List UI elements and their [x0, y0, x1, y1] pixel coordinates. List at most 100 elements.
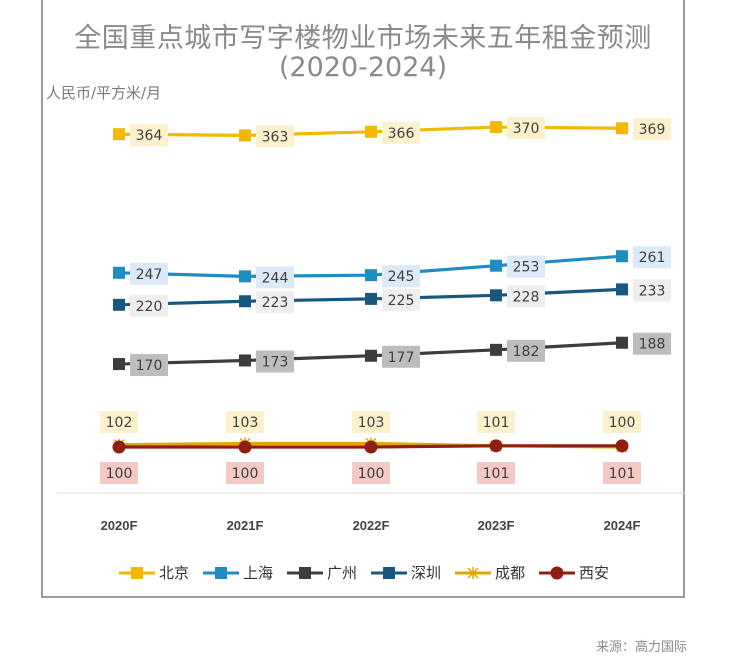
legend-marker [214, 566, 227, 579]
data-label-bg [382, 288, 420, 311]
data-point [239, 129, 251, 142]
data-label-bg [633, 332, 671, 355]
legend-item: 广州 [285, 562, 357, 583]
legend-swatch [371, 566, 407, 579]
data-point [490, 121, 502, 134]
data-point [113, 128, 125, 141]
chart-subtitle: (2020-2024) [278, 52, 448, 83]
legend-label: 广州 [326, 564, 357, 582]
legend-label: 北京 [158, 564, 189, 582]
data-label: 100 [232, 466, 259, 482]
data-point [364, 440, 378, 454]
legend-swatch [539, 566, 576, 579]
series-北京: 364 363 366 370 369 [113, 117, 671, 148]
legend-marker [467, 566, 479, 579]
data-label-bg [382, 265, 420, 288]
data-point [616, 122, 628, 135]
series-上海: 247 244 245 253 261 [113, 246, 671, 289]
data-label-bg [256, 125, 294, 148]
data-label: 228 [513, 289, 540, 305]
legend-marker [383, 566, 395, 579]
series-深圳: 220 223 225 228 233 [113, 279, 671, 317]
legend-swatch [118, 566, 155, 579]
data-label-bg [603, 462, 641, 484]
data-label: 244 [262, 270, 289, 286]
legend-label: 西安 [579, 564, 610, 582]
data-label-bg [256, 350, 294, 373]
data-label: 363 [262, 129, 289, 145]
data-point [365, 292, 377, 305]
legend-swatch [202, 566, 239, 579]
data-label: 188 [639, 337, 666, 353]
data-label-bg [100, 411, 138, 433]
data-label: 100 [609, 415, 636, 431]
data-label: 101 [483, 415, 510, 431]
data-point [490, 289, 502, 302]
legend-marker [130, 566, 143, 579]
data-label-bg [130, 354, 168, 377]
legend-swatch [286, 566, 323, 579]
x-tick-label: 2022F [353, 518, 390, 533]
data-point [490, 343, 502, 356]
legend-marker [550, 566, 564, 579]
data-label: 170 [136, 358, 163, 374]
data-label: 247 [136, 267, 163, 283]
data-label-bg [130, 262, 168, 285]
data-label-bg [507, 255, 545, 278]
series-西安: 100 100 100 101 101 [100, 439, 641, 484]
data-label-bg [633, 279, 671, 302]
data-point [365, 269, 377, 282]
data-label: 261 [639, 250, 666, 266]
data-label: 103 [232, 415, 259, 431]
legend-item: 西安 [537, 562, 609, 583]
x-tick-label: 2020F [101, 518, 138, 533]
y-axis-unit-label: 人民币/平方米/月 [46, 84, 162, 102]
legend-marker [298, 566, 311, 579]
data-label: 233 [639, 283, 666, 299]
data-label-bg [100, 462, 138, 484]
data-label: 173 [262, 354, 289, 370]
data-label: 101 [483, 466, 510, 482]
data-point [239, 295, 251, 308]
data-label: 223 [262, 295, 289, 311]
data-label: 100 [106, 466, 133, 482]
legend-label: 上海 [242, 564, 273, 582]
chart-title: 全国重点城市写字楼物业市场未来五年租金预测 [74, 23, 652, 54]
data-label-bg [633, 246, 671, 269]
data-label: 253 [513, 260, 540, 276]
data-label-bg [603, 411, 641, 433]
data-label: 220 [136, 299, 163, 315]
data-label-bg [507, 285, 545, 308]
data-point [616, 336, 628, 349]
data-point [112, 440, 126, 454]
data-label-bg [130, 294, 168, 317]
data-point [113, 266, 125, 279]
data-label: 225 [388, 293, 415, 309]
chart-legend: 北京 上海 广州 深圳 成都 西安 [41, 562, 685, 583]
data-point [113, 298, 125, 311]
x-tick-label: 2021F [227, 518, 264, 533]
data-label: 103 [358, 415, 385, 431]
legend-item: 北京 [117, 562, 189, 583]
legend-label: 深圳 [411, 564, 442, 582]
data-point [238, 440, 252, 454]
data-label-bg [382, 345, 420, 368]
data-label-bg [352, 462, 390, 484]
series-广州: 170 173 177 182 188 [113, 332, 671, 377]
data-label-bg [352, 411, 390, 433]
data-label: 364 [136, 128, 163, 144]
legend-label: 成都 [495, 564, 526, 582]
data-point [490, 259, 502, 272]
legend-item: 上海 [201, 562, 273, 583]
data-label: 102 [106, 415, 133, 431]
data-point [489, 439, 503, 453]
data-label-bg [633, 118, 671, 141]
data-label: 369 [639, 122, 666, 138]
data-label: 101 [609, 466, 636, 482]
data-point [616, 250, 628, 263]
data-point [365, 125, 377, 138]
data-label: 245 [388, 269, 415, 285]
data-label-bg [507, 339, 545, 362]
data-point [113, 358, 125, 371]
